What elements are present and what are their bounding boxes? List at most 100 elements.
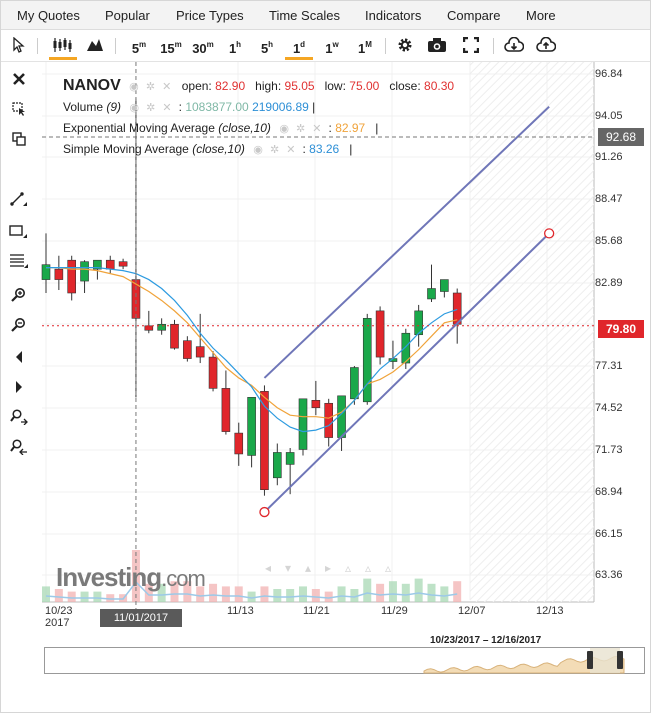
- candle-body: [221, 388, 231, 432]
- clone-tool-icon[interactable]: [7, 128, 31, 150]
- low-value: 75.00: [349, 79, 380, 93]
- ticker-symbol: NANOV: [63, 77, 121, 94]
- navigator[interactable]: [44, 647, 647, 675]
- volume-bar: [453, 581, 462, 602]
- candlestick-icon[interactable]: [49, 30, 77, 60]
- volume-bars: [42, 550, 462, 602]
- volume-bar: [221, 586, 230, 602]
- timeframe-15m[interactable]: 15m: [160, 40, 182, 56]
- ohlc-legend: NANOV ◉ ✲ ✕ open: 82.90 high: 95.05 low:…: [63, 77, 454, 95]
- high-label: high:: [255, 79, 282, 93]
- candle-body: [401, 332, 411, 364]
- volume-bar: [427, 583, 436, 602]
- zoom-range-icon[interactable]: [7, 406, 31, 428]
- volume-param: (9): [106, 100, 122, 114]
- menu-my-quotes[interactable]: My Quotes: [17, 8, 80, 23]
- candle-body: [157, 323, 166, 331]
- candle-body: [414, 310, 423, 336]
- volume-value-1: 1083877.00: [185, 100, 249, 114]
- trendline-upper: [263, 105, 550, 379]
- candle-body: [272, 452, 282, 479]
- sma-label: Simple Moving Average: [63, 142, 189, 156]
- candle-body: [285, 452, 295, 465]
- timeframe-1d[interactable]: 1d: [285, 30, 313, 60]
- upload-cloud-icon[interactable]: [535, 30, 557, 60]
- volume-bar: [363, 578, 372, 602]
- volume-bar: [311, 589, 320, 602]
- drawing-toolbar: [1, 62, 37, 622]
- last-price-label: 79.80: [598, 320, 644, 338]
- scroll-right-icon[interactable]: [7, 376, 31, 398]
- candle-body: [80, 261, 89, 282]
- pan-control-icon: ▴: [305, 561, 311, 575]
- volume-legend: Volume (9) ◉ ✲ ✕ : 1083877.00 219006.89 …: [63, 100, 316, 114]
- fibonacci-tool-icon[interactable]: [7, 250, 31, 272]
- volume-bar: [170, 581, 179, 602]
- y-tick: 96.84: [595, 68, 623, 80]
- candlesticks: [41, 98, 462, 496]
- y-tick: 71.73: [595, 444, 623, 456]
- menu-indicators[interactable]: Indicators: [365, 8, 422, 23]
- open-value: 82.90: [215, 79, 246, 93]
- volume-bar: [209, 583, 218, 602]
- indicator-lines: [46, 267, 458, 433]
- zoom-reset-icon[interactable]: [7, 436, 31, 458]
- navigator-handle-left[interactable]: [587, 651, 593, 669]
- menu-price-types[interactable]: Price Types: [176, 8, 244, 23]
- rectangle-tool-icon[interactable]: [7, 220, 31, 242]
- crosshair-price-label: 92.68: [598, 128, 644, 146]
- camera-icon[interactable]: [427, 30, 447, 60]
- volume-bar: [440, 586, 449, 602]
- investing-logo: Investing.com: [56, 562, 206, 592]
- navigator-range: 10/23/2017 – 12/16/2017: [430, 635, 542, 646]
- navigator-handle-right[interactable]: [617, 651, 623, 669]
- volume-bar: [183, 581, 192, 602]
- volume-controls[interactable]: ◉ ✲ ✕: [124, 102, 179, 114]
- candle-body: [311, 399, 321, 409]
- candle-body: [195, 346, 205, 358]
- timeframe-5m[interactable]: 5m: [131, 40, 147, 56]
- timeframe-1h[interactable]: 1h: [228, 40, 242, 56]
- candle-body: [144, 325, 154, 331]
- sma-line: [46, 267, 458, 433]
- y-tick: 66.15: [595, 528, 623, 540]
- x-tick: 11/13: [227, 605, 254, 617]
- y-tick: 85.68: [595, 235, 623, 247]
- candle-body: [375, 310, 385, 358]
- download-cloud-icon[interactable]: [503, 30, 525, 60]
- menu-more[interactable]: More: [526, 8, 556, 23]
- menu-time-scales[interactable]: Time Scales: [269, 8, 341, 23]
- gear-icon[interactable]: [395, 30, 415, 60]
- select-tool-icon[interactable]: [7, 98, 31, 120]
- scroll-left-icon[interactable]: [7, 346, 31, 368]
- cursor-icon[interactable]: [9, 30, 27, 60]
- candle-body: [427, 288, 436, 300]
- timeframe-30m[interactable]: 30m: [192, 40, 214, 56]
- area-chart-icon[interactable]: [85, 30, 105, 60]
- close-icon[interactable]: [7, 68, 31, 90]
- candle-body: [298, 398, 308, 450]
- toolbar: 5m 15m 30m 1h 5h 1d 1w 1M: [1, 30, 650, 62]
- zoom-out-icon[interactable]: [7, 314, 31, 336]
- menu-compare[interactable]: Compare: [447, 8, 501, 23]
- trendline-anchor: [544, 228, 555, 239]
- volume-bar: [144, 583, 153, 602]
- timeframe-1M[interactable]: 1M: [358, 40, 372, 56]
- timeframe-5h[interactable]: 5h: [260, 40, 274, 56]
- candle-body: [183, 340, 192, 359]
- timeframe-1w[interactable]: 1w: [325, 40, 339, 56]
- x-tick: 10/23: [45, 605, 73, 617]
- y-tick: 77.31: [595, 360, 623, 372]
- candle-body: [247, 397, 256, 456]
- menu-popular[interactable]: Popular: [105, 8, 150, 23]
- legend-controls[interactable]: ◉ ✲ ✕: [124, 81, 179, 93]
- zoom-in-icon[interactable]: [7, 284, 31, 306]
- ema-line: [46, 267, 458, 419]
- fullscreen-icon[interactable]: [461, 30, 481, 60]
- volume-bar: [286, 589, 295, 602]
- sma-controls[interactable]: ◉ ✲ ✕: [248, 144, 303, 156]
- ema-controls[interactable]: ◉ ✲ ✕: [274, 123, 329, 135]
- trendline-tool-icon[interactable]: [7, 188, 31, 210]
- x-tick: 12/13: [536, 605, 564, 617]
